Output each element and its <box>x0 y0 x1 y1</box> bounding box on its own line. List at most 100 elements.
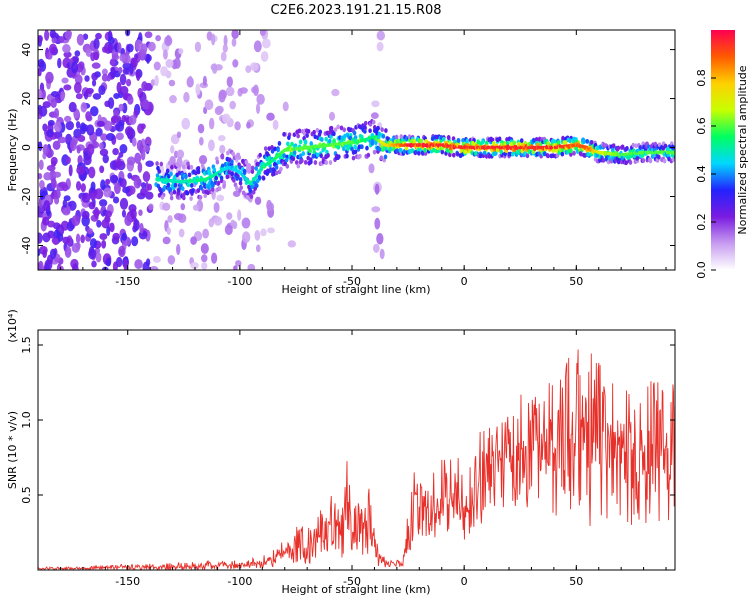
spectrogram-ridge-cell <box>165 168 170 174</box>
spectrogram-cell <box>137 123 144 134</box>
spectrogram-cell <box>198 136 204 146</box>
spectrogram-ridge-cell <box>189 196 193 202</box>
spectrogram-cell <box>71 242 80 253</box>
spectrogram-cell <box>93 37 100 50</box>
spectrogram-cell <box>89 238 98 249</box>
spectrogram-cell <box>39 180 45 190</box>
spectrogram-cell <box>101 68 108 76</box>
spectrogram-ridge-cell <box>670 144 675 150</box>
spectrogram-x-tick-label: -50 <box>343 275 361 288</box>
spectrogram-cell <box>110 66 116 79</box>
spectrogram-ridge-cell <box>455 151 460 157</box>
spectrogram-ridge-cell <box>225 174 230 180</box>
spectrogram-cell <box>188 75 193 88</box>
spectrogram-ridge-cell <box>484 140 489 146</box>
spectrogram-cell <box>260 51 269 62</box>
spectrogram-cell <box>64 115 72 123</box>
spectrogram-cell <box>127 95 134 105</box>
spectrogram-cell <box>118 245 126 258</box>
snr-x-axis: -150 -100 -50 0 50 <box>37 330 667 588</box>
spectrogram-ridge-cell <box>465 138 470 144</box>
spectrogram-cell <box>90 181 96 191</box>
spectrogram-cell <box>144 136 152 147</box>
spectrogram-ridge-cell <box>616 159 621 165</box>
spectrogram-cell <box>76 145 81 154</box>
spectrogram-cell <box>167 215 173 223</box>
spectrogram-ridge-cell <box>374 140 378 146</box>
spectrogram-cell <box>135 70 141 82</box>
spectrogram-cell <box>142 261 150 270</box>
spectrogram-ridge-cell <box>365 145 369 151</box>
spectrogram-cell <box>176 131 182 139</box>
spectrogram-cell <box>282 101 289 112</box>
spectrogram-cell <box>75 121 81 129</box>
spectrogram-cell <box>52 237 59 246</box>
spectrogram-cell <box>121 114 127 123</box>
spectrogram-ridge-cell <box>497 136 502 142</box>
spectrogram-cell <box>208 218 215 228</box>
spectrogram-ridge-cell <box>423 147 427 153</box>
spectrogram-ridge-cell <box>282 153 287 158</box>
spectrogram-cell <box>165 59 174 68</box>
spectrogram-ridge-cell <box>534 137 539 142</box>
spectrogram-ridge-cell <box>328 160 333 165</box>
spectrogram-ridge-cell <box>461 138 465 144</box>
spectrogram-ridge-cell <box>663 143 668 149</box>
snr-panel: -150 -100 -50 0 50 0.5 1.0 1.5 Height of strai… <box>6 309 676 596</box>
spectrogram-ridge-cell <box>363 120 368 126</box>
spectrogram-cell <box>119 178 127 188</box>
spectrogram-cell <box>65 156 71 165</box>
spectrogram-cell <box>110 115 120 124</box>
spectrogram-cell <box>127 172 133 179</box>
spectrogram-frame <box>37 29 676 271</box>
spectrogram-cell <box>86 124 95 136</box>
spectrogram-cell <box>246 163 252 174</box>
spectrogram-ridge-cell <box>419 138 424 144</box>
spectrogram-noise-layer <box>38 30 388 270</box>
spectrogram-ridge-cell <box>512 140 517 146</box>
spectrogram-ridge-cell <box>380 127 384 133</box>
spectrogram-cell <box>74 50 81 57</box>
spectrogram-cell <box>374 183 380 195</box>
spectrogram-ridge-cell <box>292 150 297 156</box>
spectrogram-cell <box>126 43 134 53</box>
spectrogram-cell <box>145 53 151 64</box>
spectrogram-cell <box>128 115 137 125</box>
spectrogram-cell <box>201 254 208 263</box>
spectrogram-ridge-cell <box>336 144 341 150</box>
spectrogram-cell <box>118 66 123 74</box>
spectrogram-cell <box>241 217 251 229</box>
spectrogram-ridge-cell <box>615 146 620 152</box>
spectrogram-ridge-cell <box>556 140 561 146</box>
spectrogram-cell <box>211 33 216 46</box>
spectrogram-ridge-cell <box>624 160 629 166</box>
spectrogram-ridge-cell <box>220 163 225 169</box>
spectrogram-ridge-cell <box>312 129 316 135</box>
spectrogram-cell <box>194 41 202 53</box>
spectrogram-ridge-cell <box>412 139 417 144</box>
spectrogram-cell <box>38 232 43 244</box>
spectrogram-cell <box>116 155 121 168</box>
spectrogram-cell <box>148 203 154 211</box>
spectrogram-ridge-cell <box>249 194 254 199</box>
spectrogram-ridge-cell <box>172 189 177 195</box>
spectrogram-cell <box>122 186 131 194</box>
spectrogram-cell <box>247 263 256 270</box>
spectrogram-ridge-cell <box>216 180 221 186</box>
spectrogram-cell <box>140 148 146 161</box>
spectrogram-ridge-cell <box>542 151 547 157</box>
spectrogram-cell <box>141 81 148 92</box>
spectrogram-cell <box>68 164 73 177</box>
spectrogram-ridge-cell <box>328 138 332 144</box>
spectrogram-ridge-cell <box>324 136 329 142</box>
spectrogram-cell <box>38 68 42 77</box>
spectrogram-ridge-cell <box>332 131 336 137</box>
spectrogram-cell <box>91 72 99 81</box>
spectrogram-cell <box>85 115 93 122</box>
spectrogram-ridge-cell <box>456 138 461 143</box>
spectrogram-ridge-cell <box>360 144 364 150</box>
spectrogram-cell <box>80 183 86 193</box>
spectrogram-ridge-cell <box>180 186 185 192</box>
spectrogram-cell <box>221 113 231 124</box>
spectrogram-cell <box>374 217 381 230</box>
